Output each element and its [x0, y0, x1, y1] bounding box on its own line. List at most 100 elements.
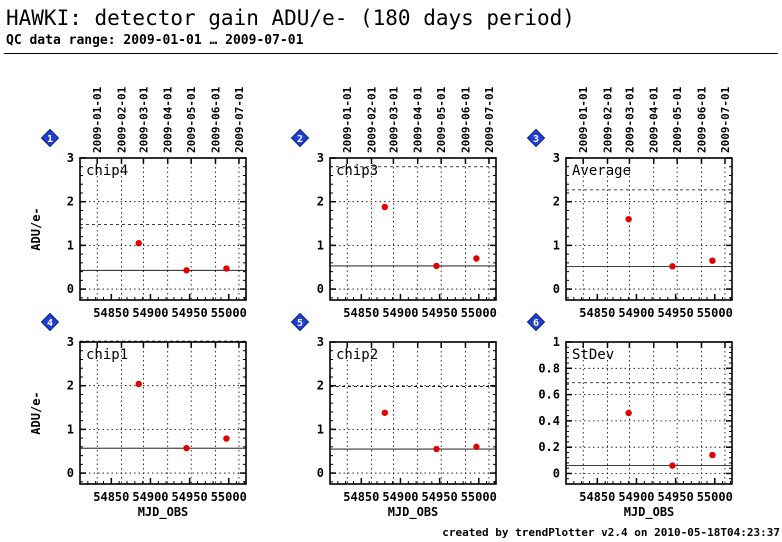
panel-6-ytick-label: 0.6	[538, 388, 560, 402]
panel-6-data-point	[669, 462, 676, 469]
panel-2-top-date-label: 2009-05-01	[435, 86, 448, 153]
panel-3-frame	[565, 157, 733, 301]
panel-6-badge-number: 6	[533, 318, 539, 329]
panel-3-data-point	[709, 257, 716, 264]
panel-4-xtick-label: 54850	[93, 490, 129, 504]
panel-4-data-point	[135, 380, 142, 388]
panel-1-series-label: chip4	[86, 163, 128, 179]
panel-3-ytick-label: 1	[553, 238, 560, 252]
panel-1-xtick-label: 54900	[132, 306, 168, 320]
panel-1-frame	[79, 157, 247, 301]
panel-5-ytick-label: 2	[317, 379, 324, 393]
panel-3-badge-number: 3	[533, 134, 539, 145]
panel-3-top-date-label: 2009-07-01	[719, 86, 732, 153]
panel-1-top-date-label: 2009-05-01	[185, 86, 198, 153]
panel-2-ytick-label: 2	[317, 195, 324, 209]
panel-3-top-date-label: 2009-04-01	[648, 86, 661, 153]
panel-2-xtick-label: 54850	[343, 306, 379, 320]
panel-1-badge-number: 1	[47, 134, 53, 145]
panel-1-data-point	[223, 265, 230, 272]
title-divider	[4, 53, 778, 54]
panel-1-ylabel: ADU/e-	[29, 207, 43, 250]
panel-4-ytick-label: 3	[67, 335, 74, 349]
panel-3-top-date-label: 2009-06-01	[695, 86, 708, 153]
panel-3-top-date-label: 2009-05-01	[671, 86, 684, 153]
panel-2-data-point	[473, 255, 480, 262]
panel-6-badge	[526, 312, 546, 332]
panel-3-ytick-label: 0	[553, 282, 560, 296]
panel-5-badge	[290, 312, 310, 332]
panel-4-ytick-label: 2	[67, 379, 74, 393]
panel-5-ytick-label: 1	[317, 422, 324, 436]
panel-2-ytick-label: 1	[317, 238, 324, 252]
panel-3-series-label: Average	[572, 163, 631, 179]
panel-5-data-point	[433, 445, 440, 453]
panel-5-ytick-label: 0	[317, 466, 324, 480]
panel-3-xtick-label: 54850	[579, 306, 615, 320]
panel-2-xtick-label: 55000	[461, 306, 497, 320]
panel-1-xtick-label: 55000	[211, 306, 247, 320]
chart-title: HAWKI: detector gain ADU/e- (180 days pe…	[6, 6, 575, 30]
panel-1-top-date-label: 2009-02-01	[116, 86, 129, 153]
panel-5-xtick-label: 55000	[461, 490, 497, 504]
panel-5-ytick-label: 3	[317, 335, 324, 349]
panel-1-ytick-label: 2	[67, 195, 74, 209]
panel-4-badge-number: 4	[47, 318, 53, 329]
panel-6-ytick-label: 0.4	[538, 414, 560, 428]
panel-6-series-label: StDev	[572, 347, 614, 363]
panel-6-ytick-label: 0.2	[538, 440, 560, 454]
panel-4-ylabel: ADU/e-	[29, 391, 43, 434]
panel-2-top-date-label: 2009-07-01	[483, 86, 496, 153]
panel-6-ytick-label: 1	[553, 335, 560, 349]
panel-5-xlabel: MJD_OBS	[388, 505, 439, 520]
panel-2-badge-number: 2	[297, 134, 303, 145]
panel-6-ytick-label: 0.8	[538, 361, 560, 375]
panel-1-top-date-label: 2009-07-01	[233, 86, 246, 153]
panel-3-ytick-label: 2	[553, 195, 560, 209]
panel-1-xtick-label: 54850	[93, 306, 129, 320]
panel-6-xtick-label: 54950	[658, 490, 694, 504]
panel-5-data-point	[381, 409, 389, 416]
panel-6-xlabel: MJD_OBS	[624, 505, 675, 520]
panel-4-xtick-label: 55000	[211, 490, 247, 504]
panel-2-top-date-label: 2009-02-01	[366, 86, 379, 153]
panel-1-top-date-label: 2009-06-01	[209, 86, 222, 153]
panel-1-ytick-label: 1	[67, 238, 74, 252]
panel-2-ytick-label: 3	[317, 151, 324, 165]
panel-6-frame	[565, 341, 733, 485]
panel-2-ytick-label: 0	[317, 282, 324, 296]
panel-3-top-date-label: 2009-03-01	[623, 86, 636, 153]
panel-5-xtick-label: 54900	[382, 490, 418, 504]
panel-2-frame	[329, 157, 497, 301]
panel-4-xlabel: MJD_OBS	[138, 505, 189, 520]
panel-6-data-point	[625, 409, 632, 417]
panel-2-top-date-label: 2009-04-01	[412, 86, 425, 153]
panel-5-data-point	[473, 443, 480, 451]
panel-1-top-date-label: 2009-03-01	[137, 86, 150, 153]
panel-3-xtick-label: 54900	[618, 306, 654, 320]
panel-1-ytick-label: 0	[67, 282, 74, 296]
panel-3-top-date-label: 2009-02-01	[602, 86, 615, 153]
footer-credit: created by trendPlotter v2.4 on 2010-05-…	[442, 526, 780, 539]
panel-1-data-point	[183, 267, 190, 274]
panel-3-xtick-label: 54950	[658, 306, 694, 320]
panel-1-badge	[40, 128, 60, 148]
panel-2-xtick-label: 54950	[422, 306, 458, 320]
panel-3-xtick-label: 55000	[697, 306, 733, 320]
panel-2-xtick-label: 54900	[382, 306, 418, 320]
panel-4-data-point	[183, 444, 190, 452]
panel-4-series-label: chip1	[86, 347, 128, 363]
panel-4-ytick-label: 1	[67, 422, 74, 436]
panel-1-xtick-label: 54950	[172, 306, 208, 320]
panel-2-top-date-label: 2009-06-01	[459, 86, 472, 153]
panel-5-series-label: chip2	[336, 347, 378, 363]
panel-5-xtick-label: 54850	[343, 490, 379, 504]
panel-4-data-point	[223, 435, 230, 442]
panel-6-xtick-label: 54900	[618, 490, 654, 504]
panel-6-xtick-label: 55000	[697, 490, 733, 504]
panel-6-ytick-label: 0	[553, 466, 560, 480]
chart-subtitle: QC data range: 2009-01-01 … 2009-07-01	[6, 33, 304, 48]
panel-5-xtick-label: 54950	[422, 490, 458, 504]
panel-1-ytick-label: 3	[67, 151, 74, 165]
panel-3-top-date-label: 2009-01-01	[577, 86, 590, 153]
